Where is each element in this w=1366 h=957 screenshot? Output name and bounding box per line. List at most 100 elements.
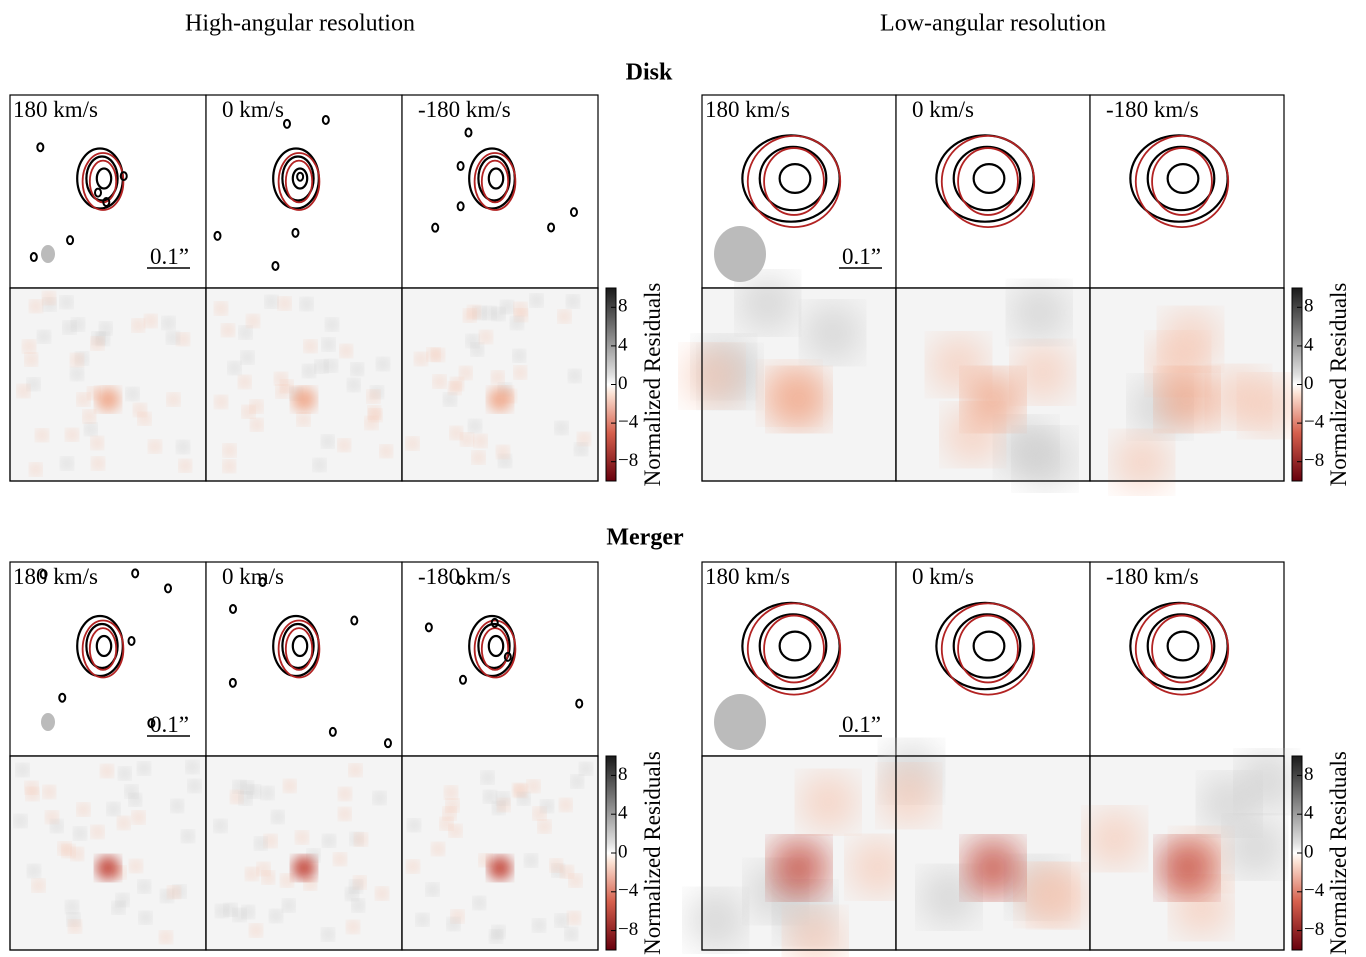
velocity-label: 180 km/s [13,97,98,122]
velocity-label: -180 km/s [1106,564,1199,589]
noise-contour [456,161,465,172]
contour [291,634,309,658]
contour [778,630,812,662]
residual-blob [510,316,523,329]
residual-blob [380,445,393,458]
noise-contour [147,718,156,729]
residual-blob [222,324,235,337]
contour [95,634,113,658]
residual-field [880,743,1088,926]
contour [972,630,1006,662]
residual-blob [46,811,59,824]
residual-frame [1089,755,1285,951]
noise-contour [228,677,237,688]
residual-peak [292,856,316,880]
column-title: High-angular resolution [185,11,415,37]
residual-blob [322,338,335,351]
residual-blob [1162,311,1219,368]
residual-blob [99,322,112,335]
residual-blob [533,919,546,932]
noise-contour [66,235,75,246]
panel-frame [205,94,403,289]
residual-blob [1018,866,1075,923]
residual-blob [296,831,309,844]
noise-contour [213,230,222,241]
residual-blob [257,862,270,875]
residual-blob [159,931,172,944]
residual-blob [555,914,568,927]
colorbar-tick-label: −8 [618,450,638,471]
residual-blob [408,819,421,832]
residual-blob [514,302,527,315]
residual-blob [245,867,258,880]
model-contour [480,159,510,204]
residual-blob [50,820,63,833]
contour [758,145,828,212]
residual-blob [171,799,184,812]
model-contour [746,134,842,228]
velocity-label: -180 km/s [1106,97,1199,122]
residual-blob [148,440,161,453]
residual-blob [449,824,462,837]
residual-blob [139,911,152,924]
residual-blob [282,899,295,912]
residual-blob [349,764,362,777]
residual-blob [451,377,464,390]
noise-contour [424,622,433,633]
beam [714,226,766,282]
residual-blob [91,825,104,838]
beam [714,694,766,750]
residual-blob [1014,344,1071,401]
residual-blob [491,371,504,384]
model-contour [81,619,125,679]
residual-blob [101,765,114,778]
residual-blob [77,803,90,816]
residual-blob [138,880,151,893]
model-contour [284,627,314,671]
model-contour [81,152,125,211]
contour [1146,613,1216,679]
residual-blob [498,455,511,468]
noise-contour [457,575,466,586]
residual-blob [241,351,254,364]
residual-blob [215,904,228,917]
residual-blob [352,899,365,912]
residual-blob [426,883,439,896]
residual-blob [223,460,236,473]
noise-contour [503,651,512,662]
scale-bar-label: 0.1” [150,712,189,737]
velocity-label: 0 km/s [222,97,284,122]
residual-blob [65,900,78,913]
contour [487,167,505,190]
residual-blob [513,783,526,796]
colorbar-label: Normalized Residuals [640,751,665,955]
residual-blob [351,363,364,376]
noise-contour [456,201,465,212]
residual-blob [223,444,236,457]
residual-blob [321,435,334,448]
residual-blob [269,910,282,923]
contour [758,613,828,679]
residual-frame [401,755,599,951]
colorbar-tick-label: 8 [618,296,628,317]
residual-blob [23,340,36,353]
colorbar-label: Normalized Residuals [1326,751,1351,955]
contour [1166,630,1200,662]
residual-blob [525,854,538,867]
residual-blob [92,457,105,470]
noise-contour [291,227,300,238]
residual-blob [367,390,380,403]
residual-blob [264,834,277,847]
residual-blob [568,369,581,382]
residual-blob [347,920,360,933]
colorbar-label: Normalized Residuals [1326,283,1351,487]
noise-contour [431,222,440,233]
residual-blob [302,364,315,377]
residual-blob [278,297,291,310]
residual-blob [214,302,227,315]
noise-contour [127,635,136,646]
noise-contour [321,114,330,125]
residual-blob [443,393,456,406]
colorbar-tick-label: −4 [1304,880,1325,901]
